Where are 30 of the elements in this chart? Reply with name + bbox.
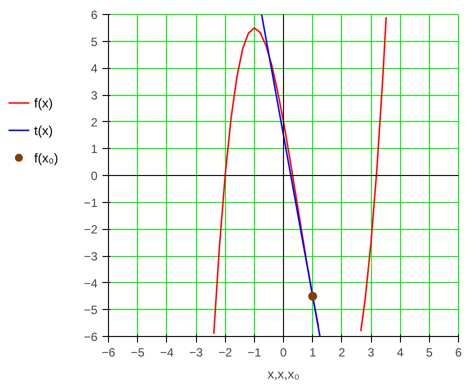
x-tick-label: −2 [218,346,232,360]
y-tick-label: −3 [84,250,98,264]
y-tick-label: −2 [84,222,98,237]
y-tick-label: 4 [90,62,98,76]
legend-label: f(x) [34,96,53,111]
x-axis-title: x,x,x₀ [267,366,300,382]
y-tick-label: 5 [90,34,98,49]
y-tick-label: 6 [90,8,98,22]
x-tick-label: 0 [280,346,288,360]
y-tick-label: −1 [84,196,98,210]
x-tick-label: −5 [130,346,145,360]
legend-label: f(x₀) [34,150,58,166]
x-tick-label: 4 [396,346,404,360]
x-tick-label: −1 [247,346,262,360]
x-tick-label: 2 [338,346,346,360]
y-tick-label: −4 [84,276,98,290]
x-tick-label: −6 [102,346,116,360]
x-tick-label: 1 [309,346,316,360]
x-tick-label: 5 [426,346,433,360]
x-tick-label: −3 [189,346,204,360]
x-tick-label: 6 [455,346,462,360]
x-tick-label: −4 [160,346,174,360]
y-tick-label: −6 [84,330,98,344]
y-tick-label: 3 [90,88,98,102]
y-tick-label: 0 [90,169,98,183]
legend-label: t(x) [34,122,53,138]
x-tick-label: 3 [368,346,375,360]
y-tick-label: 2 [90,115,98,130]
y-tick-label: 1 [90,142,98,156]
y-tick-label: −5 [84,303,98,318]
